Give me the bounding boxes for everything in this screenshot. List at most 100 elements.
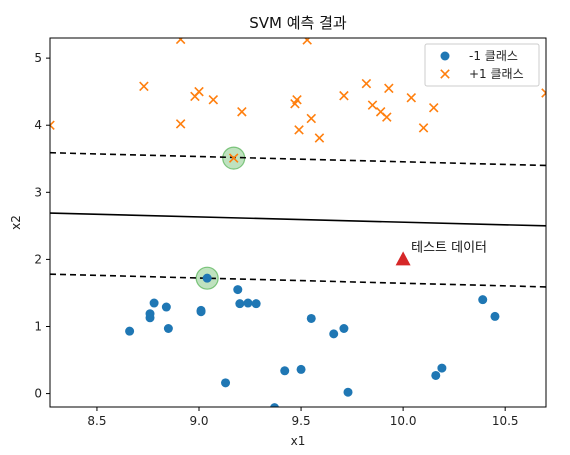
x-stroke bbox=[228, 153, 239, 163]
legend-label-class-neg: -1 클래스 bbox=[469, 49, 518, 63]
data-point-class-neg bbox=[280, 366, 290, 376]
data-point-class-neg bbox=[339, 324, 349, 334]
data-point-class-pos bbox=[367, 100, 378, 110]
data-point-class-pos bbox=[228, 153, 239, 163]
data-point-class-pos bbox=[428, 103, 439, 113]
data-point-class-neg bbox=[431, 370, 441, 380]
test-point-marker bbox=[395, 251, 411, 266]
data-point-class-neg bbox=[125, 326, 135, 336]
data-point-class-pos bbox=[292, 94, 302, 105]
y-tick-label: 1 bbox=[34, 319, 42, 333]
data-point-class-neg bbox=[343, 387, 353, 397]
y-tick-label: 4 bbox=[34, 118, 42, 132]
plot-area: 8.5 9.0 9.5 10.0 10.5 0 1 2 3 4 5 bbox=[34, 37, 547, 428]
legend-dot bbox=[440, 51, 450, 61]
data-point-class-neg bbox=[437, 363, 447, 373]
data-point-class-pos bbox=[339, 90, 349, 101]
x-stroke bbox=[314, 133, 325, 143]
x-stroke bbox=[375, 107, 386, 117]
data-point-class-pos bbox=[361, 78, 372, 89]
y-tick-label: 5 bbox=[34, 51, 42, 65]
x-stroke bbox=[406, 92, 417, 103]
plot-background bbox=[50, 38, 546, 407]
data-point-class-pos bbox=[302, 38, 312, 45]
data-point-class-pos bbox=[541, 88, 546, 98]
plot-content bbox=[50, 38, 546, 407]
data-point-class-neg bbox=[145, 309, 155, 319]
data-point-class-neg bbox=[161, 302, 171, 312]
data-point-class-neg bbox=[163, 324, 173, 334]
x-tick-label: 8.5 bbox=[87, 414, 106, 428]
data-point-class-pos bbox=[194, 86, 204, 97]
x-stroke bbox=[208, 94, 219, 105]
decision-boundary-line bbox=[50, 212, 546, 227]
data-point-class-pos bbox=[175, 119, 186, 129]
data-point-class-neg bbox=[233, 285, 243, 295]
data-point-class-neg bbox=[235, 299, 245, 309]
data-point-class-pos bbox=[406, 92, 417, 103]
x-stroke bbox=[302, 38, 311, 45]
y-tick-label: 2 bbox=[34, 252, 42, 266]
data-point-class-pos bbox=[175, 38, 186, 45]
x-stroke bbox=[440, 69, 450, 79]
data-point-class-neg bbox=[243, 298, 253, 308]
x-tick-label: 9.0 bbox=[189, 414, 208, 428]
plot-frame bbox=[49, 37, 547, 408]
x-stroke bbox=[50, 120, 55, 127]
data-point-class-pos bbox=[294, 125, 304, 135]
test-point-annotation: 테스트 데이터 bbox=[411, 240, 487, 255]
x-stroke bbox=[382, 112, 392, 122]
data-point-class-neg bbox=[490, 311, 500, 321]
legend: -1 클래스 +1 클래스 bbox=[424, 43, 540, 87]
legend-x bbox=[440, 69, 450, 79]
data-point-class-pos bbox=[50, 120, 55, 130]
legend-frame bbox=[424, 43, 540, 87]
data-point-class-pos bbox=[139, 81, 149, 92]
data-point-class-neg bbox=[251, 299, 261, 309]
data-point-class-pos bbox=[382, 112, 392, 122]
x-stroke bbox=[367, 100, 378, 110]
data-point-class-neg bbox=[478, 295, 488, 305]
x-stroke bbox=[175, 119, 186, 129]
data-point-class-neg bbox=[270, 403, 279, 407]
x-stroke bbox=[175, 38, 184, 45]
data-point-class-pos bbox=[314, 133, 325, 143]
x-stroke bbox=[428, 103, 439, 113]
data-point-class-neg bbox=[196, 305, 206, 315]
x-stroke bbox=[541, 88, 546, 95]
x-stroke bbox=[50, 124, 55, 130]
legend-marker-class-pos bbox=[440, 69, 450, 79]
x-stroke bbox=[339, 90, 349, 101]
x-stroke bbox=[306, 113, 317, 124]
data-point-class-pos bbox=[384, 83, 394, 94]
x-axis-label: x1 bbox=[291, 434, 306, 448]
data-point-class-neg bbox=[306, 313, 316, 323]
data-point-class-pos bbox=[208, 94, 219, 105]
margin-line-lower bbox=[50, 273, 546, 288]
x-stroke bbox=[194, 86, 204, 97]
x-stroke bbox=[292, 94, 302, 105]
data-point-class-neg bbox=[202, 273, 212, 283]
chart-title: SVM 예측 결과 bbox=[249, 14, 347, 32]
x-stroke bbox=[237, 107, 247, 117]
data-point-class-neg bbox=[221, 378, 231, 388]
margin-line-upper bbox=[50, 151, 546, 167]
x-tick-label: 10.0 bbox=[390, 414, 417, 428]
data-point-class-pos bbox=[418, 123, 429, 133]
x-stroke bbox=[361, 78, 372, 89]
legend-marker-class-neg bbox=[440, 51, 450, 61]
data-point-class-neg bbox=[296, 364, 306, 374]
y-tick-label: 0 bbox=[34, 387, 42, 401]
data-point-class-pos bbox=[306, 113, 317, 124]
x-stroke bbox=[418, 123, 429, 133]
y-axis-label: x2 bbox=[9, 215, 23, 230]
x-stroke bbox=[294, 125, 304, 135]
y-tick-label: 3 bbox=[34, 185, 42, 199]
x-tick-label: 10.5 bbox=[492, 414, 519, 428]
x-stroke bbox=[384, 83, 394, 94]
legend-label-class-pos: +1 클래스 bbox=[469, 67, 524, 81]
x-tick-label: 9.5 bbox=[292, 414, 311, 428]
x-stroke bbox=[139, 81, 149, 92]
x-stroke bbox=[541, 91, 546, 98]
